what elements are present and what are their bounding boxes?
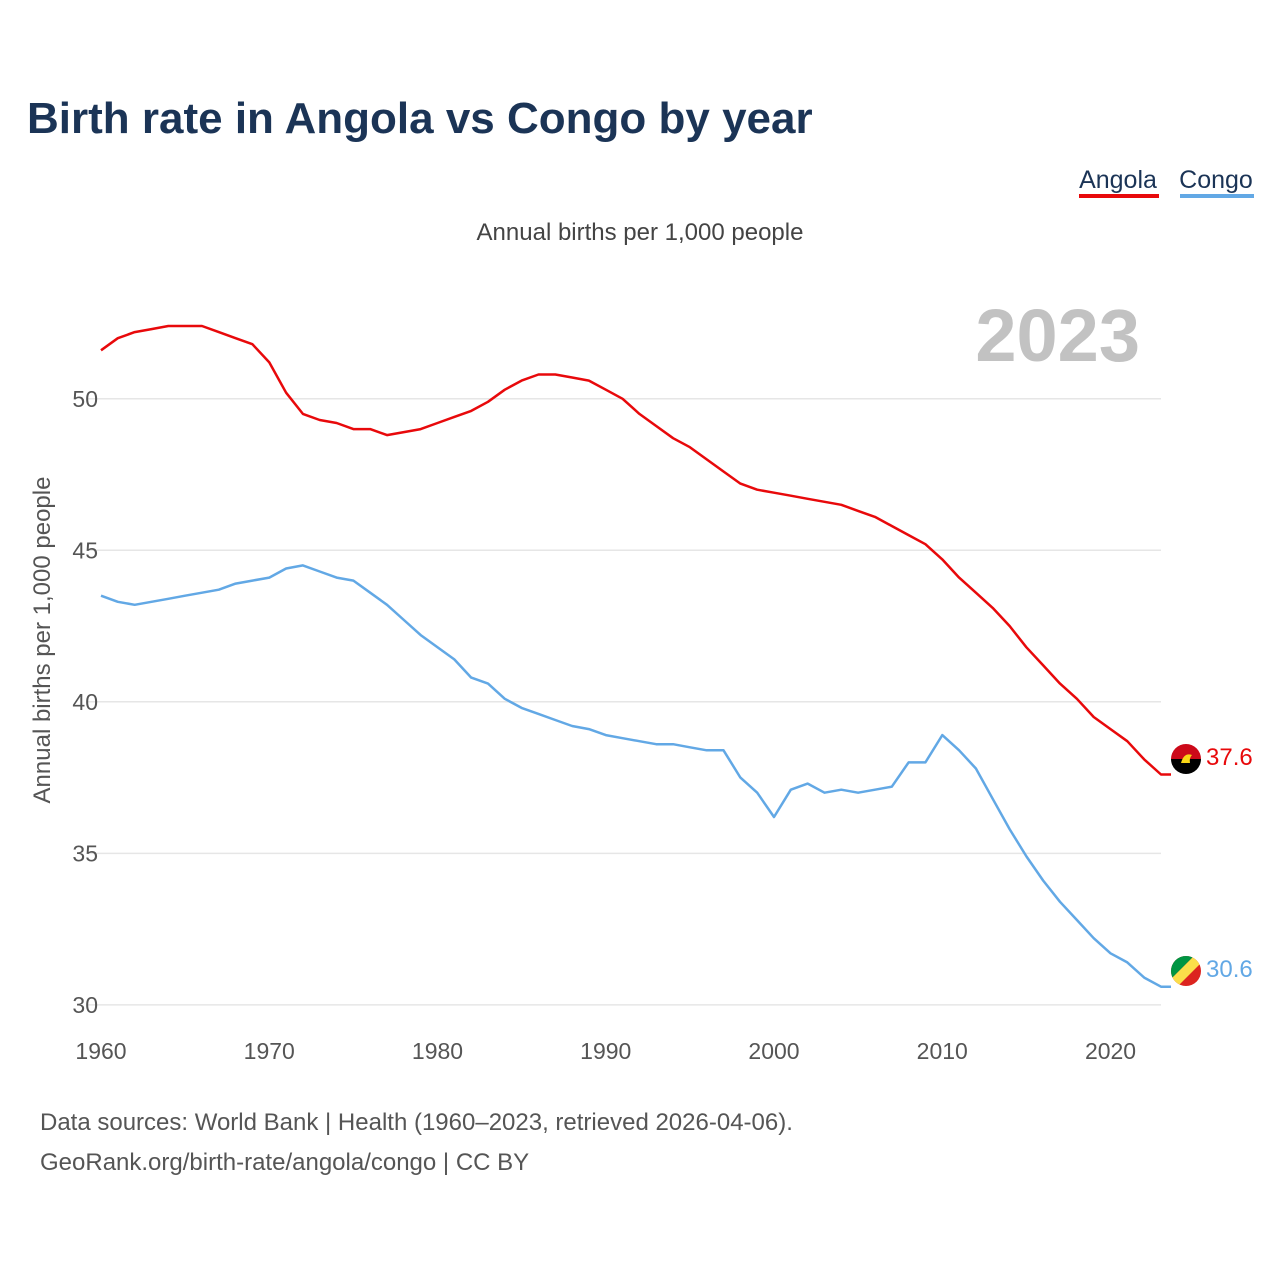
x-tick-label: 1970 bbox=[244, 1038, 295, 1064]
y-tick-label: 40 bbox=[72, 689, 98, 715]
legend-label-congo[interactable]: Congo bbox=[1179, 166, 1253, 194]
end-value-congo: 30.6 bbox=[1206, 956, 1253, 983]
x-tick-label: 1980 bbox=[412, 1038, 463, 1064]
y-tick-label: 30 bbox=[72, 992, 98, 1018]
congo-flag-icon bbox=[1171, 956, 1201, 986]
x-tick-label: 2020 bbox=[1085, 1038, 1136, 1064]
chart-title: Birth rate in Angola vs Congo by year bbox=[27, 94, 813, 143]
birth-rate-chart: Birth rate in Angola vs Congo by year An… bbox=[0, 0, 1280, 1280]
legend-item-congo[interactable]: Congo bbox=[1179, 166, 1254, 198]
x-tick-label: 2010 bbox=[917, 1038, 968, 1064]
chart-subtitle: Annual births per 1,000 people bbox=[477, 219, 804, 246]
legend-label-angola[interactable]: Angola bbox=[1079, 166, 1157, 194]
legend-swatch-congo bbox=[1180, 194, 1254, 198]
source-line-2[interactable]: GeoRank.org/birth-rate/angola/congo | CC… bbox=[40, 1149, 529, 1176]
legend: Angola Congo bbox=[1079, 166, 1254, 198]
legend-item-angola[interactable]: Angola bbox=[1079, 166, 1159, 198]
x-tick-label: 1960 bbox=[75, 1038, 126, 1064]
series-lines bbox=[101, 326, 1171, 987]
year-watermark: 2023 bbox=[975, 294, 1140, 377]
y-tick-label: 50 bbox=[72, 386, 98, 412]
y-tick-label: 35 bbox=[72, 840, 98, 866]
y-tick-label: 45 bbox=[72, 537, 98, 563]
y-axis-label: Annual births per 1,000 people bbox=[29, 477, 56, 804]
end-value-angola: 37.6 bbox=[1206, 744, 1253, 771]
gridlines bbox=[88, 399, 1161, 1005]
x-tick-label: 2000 bbox=[748, 1038, 799, 1064]
angola-flag-icon bbox=[1171, 744, 1201, 774]
x-axis-ticks: 1960 1970 1980 1990 2000 2010 2020 bbox=[75, 1038, 1136, 1064]
y-axis-ticks: 30 35 40 45 50 bbox=[72, 386, 98, 1018]
source-line-1: Data sources: World Bank | Health (1960–… bbox=[40, 1109, 793, 1136]
legend-swatch-angola bbox=[1079, 194, 1159, 198]
x-tick-label: 1990 bbox=[580, 1038, 631, 1064]
